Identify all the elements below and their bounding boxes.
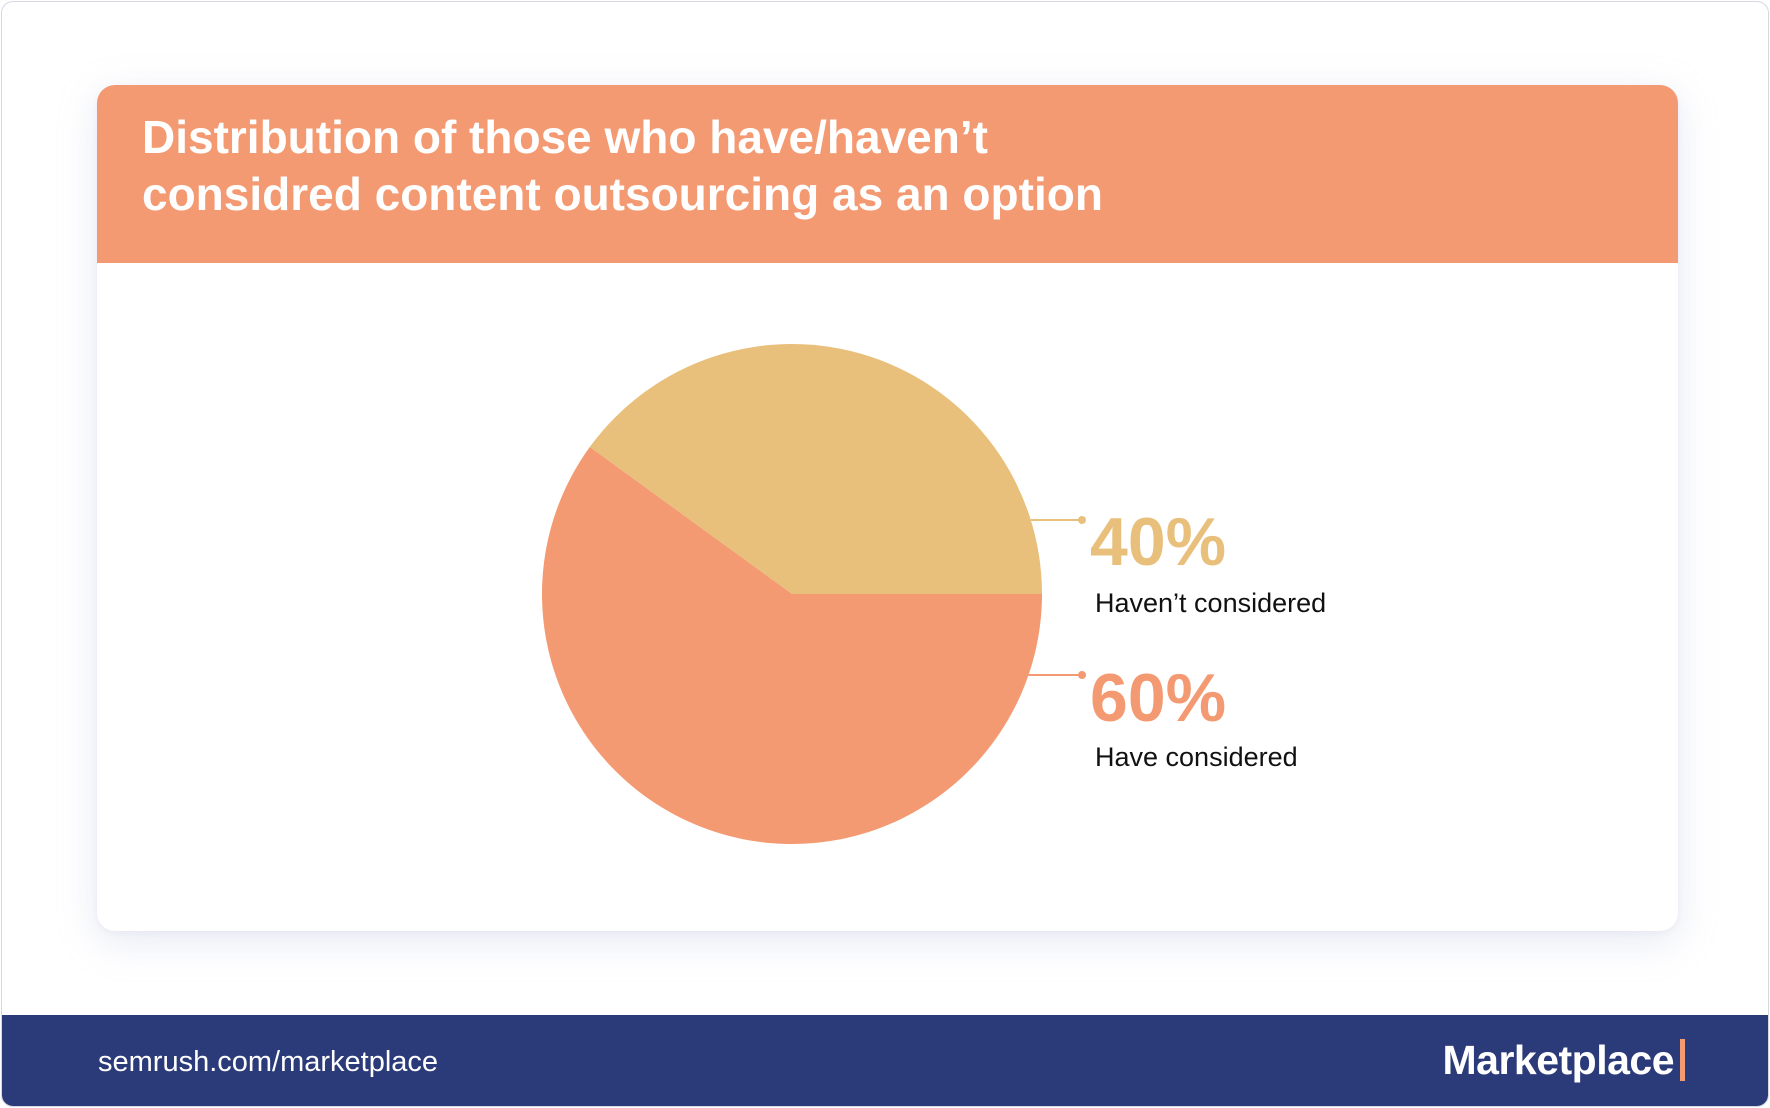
data-label-name-haven-t-considered: Haven’t considered (1095, 588, 1326, 618)
card-header: Distribution of those who have/haven’t c… (97, 85, 1678, 263)
chart-card: Distribution of those who have/haven’t c… (97, 85, 1678, 931)
chart-title-line-2: considred content outsourcing as an opti… (142, 168, 1103, 220)
footer-bar: semrush.com/marketplace Marketplace (2, 1015, 1768, 1106)
pie-slice-have-considered (542, 447, 1042, 845)
footer-url[interactable]: semrush.com/marketplace (98, 1046, 439, 1078)
marketplace-logo-text: Marketplace (1442, 1037, 1674, 1083)
pie-chart: 40% Haven’t considered 60% Have considered (542, 344, 1326, 845)
chart-title-line-1: Distribution of those who have/haven’t (142, 111, 988, 163)
logo-accent-bar (1680, 1039, 1685, 1081)
callout-dot-have-considered (1078, 671, 1086, 679)
chart-title: Distribution of those who have/haven’t c… (142, 109, 1542, 223)
data-label-percent-haven-t-considered: 40% (1090, 504, 1226, 580)
data-label-percent-have-considered: 60% (1090, 660, 1226, 736)
data-label-name-have-considered: Have considered (1095, 742, 1298, 772)
marketplace-logo: Marketplace (1442, 1035, 1685, 1085)
pie-slice-haven-t-considered (589, 344, 1042, 594)
callout-dot-haven-t-considered (1078, 516, 1086, 524)
